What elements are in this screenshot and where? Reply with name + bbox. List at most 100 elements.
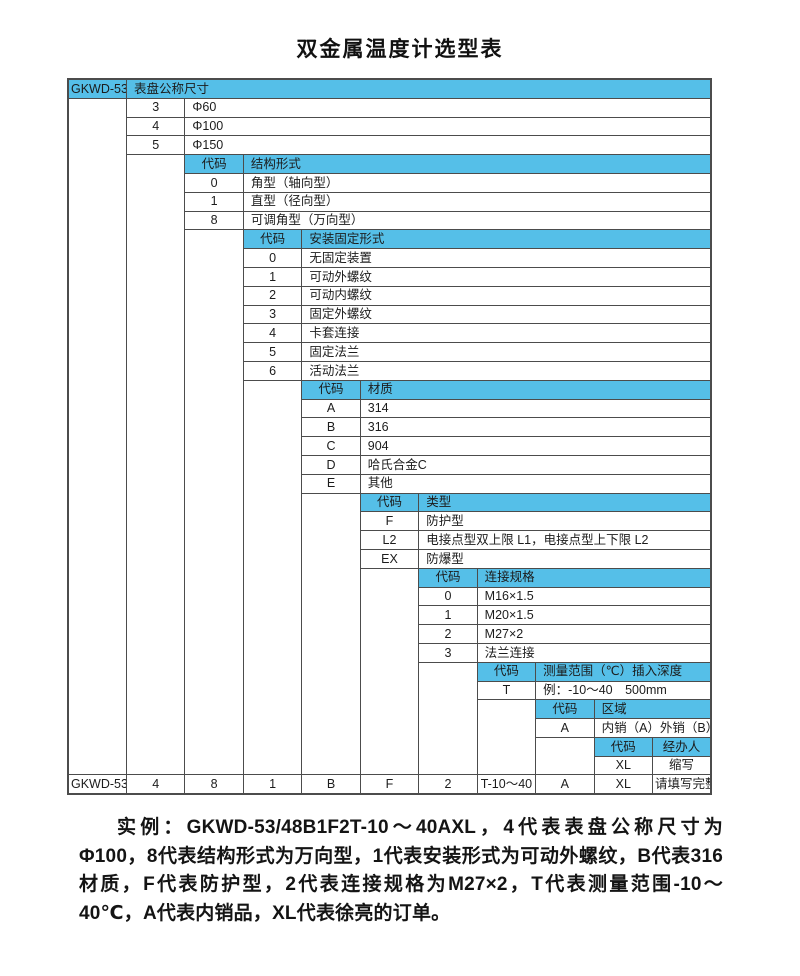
option-row: 4 Φ100 bbox=[68, 116, 712, 137]
code-cell: 3 bbox=[418, 642, 478, 663]
code-cell: 5 bbox=[242, 342, 303, 362]
example-cell: 1 bbox=[242, 774, 303, 795]
code-cell: 1 bbox=[242, 266, 303, 287]
model-code-cell: GKWD-53 bbox=[67, 78, 127, 99]
value-cell: 可动内螺纹 bbox=[301, 285, 712, 306]
option-row: 1 可动外螺纹 bbox=[68, 266, 712, 287]
code-header-cell: 代码 bbox=[242, 229, 303, 250]
section-header-row: 代码 经办人 bbox=[68, 736, 712, 776]
option-row: 1 直型（径向型） bbox=[68, 191, 712, 212]
value-cell: 固定法兰 bbox=[301, 342, 712, 362]
code-cell: 3 bbox=[242, 304, 303, 325]
value-cell: 其他 bbox=[359, 473, 712, 494]
example-cell: 8 bbox=[184, 774, 244, 795]
example-cell: 4 bbox=[125, 774, 186, 795]
label-header-cell: 安装固定形式 bbox=[301, 229, 712, 250]
page-title: 双金属温度计选型表 bbox=[296, 38, 504, 61]
code-cell: 5 bbox=[125, 135, 186, 156]
code-cell: C bbox=[301, 436, 361, 456]
code-cell: 4 bbox=[242, 323, 303, 344]
code-cell: EX bbox=[359, 548, 420, 569]
example-cell: B bbox=[301, 774, 361, 795]
value-cell: 316 bbox=[359, 417, 712, 438]
value-cell: 固定外螺纹 bbox=[301, 304, 712, 325]
section-header-row: 代码 类型 bbox=[68, 492, 712, 776]
spacer-cell bbox=[242, 379, 303, 776]
spacer-cell bbox=[184, 229, 244, 776]
value-cell: Φ60 bbox=[184, 97, 712, 118]
spacer-cell bbox=[476, 699, 537, 776]
option-row: T 例：-10～40 500mm bbox=[68, 680, 712, 701]
code-cell: F bbox=[359, 511, 420, 532]
example-cell: F bbox=[359, 774, 420, 795]
spacer-cell bbox=[418, 661, 478, 776]
option-row: EX 防爆型 bbox=[68, 548, 712, 569]
selection-table: GKWD-53 表盘公称尺寸 3 Φ60 4 Φ100 5 Φ150 代码 结构形式 0 角型（轴向型… bbox=[67, 78, 712, 796]
code-header-cell: 代码 bbox=[535, 699, 595, 720]
example-cell: GKWD-53 bbox=[67, 774, 127, 795]
value-cell: 角型（轴向型） bbox=[242, 172, 712, 193]
code-cell: 0 bbox=[242, 248, 303, 268]
example-cell: XL bbox=[593, 774, 654, 795]
code-header-cell: 代码 bbox=[184, 154, 244, 174]
section-header-row: 代码 结构形式 bbox=[68, 154, 712, 776]
code-cell: L2 bbox=[359, 530, 420, 550]
value-cell: 卡套连接 bbox=[301, 323, 712, 344]
value-cell: 直型（径向型） bbox=[242, 191, 712, 212]
label-header-cell: 测量范围（℃）插入深度 bbox=[535, 661, 712, 682]
option-row: 5 Φ150 bbox=[68, 135, 712, 156]
value-cell: 哈氏合金C bbox=[359, 454, 712, 475]
label-header-cell: 区域 bbox=[593, 699, 712, 720]
value-cell: 活动法兰 bbox=[301, 360, 712, 381]
code-cell: A bbox=[535, 718, 595, 738]
example-cell: T-10～40 bbox=[476, 774, 537, 795]
option-row: 0 角型（轴向型） bbox=[68, 172, 712, 193]
code-header-cell: 代码 bbox=[418, 567, 478, 588]
value-cell: 电接点型双上限 L1，电接点型上下限 L2 bbox=[418, 530, 712, 550]
code-header-cell: 代码 bbox=[301, 379, 361, 400]
value-cell: M20×1.5 bbox=[476, 605, 712, 626]
option-row: 8 可调角型（万向型） bbox=[68, 210, 712, 231]
option-row: B 316 bbox=[68, 417, 712, 438]
section-header-row: 代码 区域 bbox=[68, 699, 712, 776]
code-cell: 3 bbox=[125, 97, 186, 118]
spacer-cell bbox=[67, 97, 127, 776]
value-cell: 法兰连接 bbox=[476, 642, 712, 663]
section-header-row: 代码 材质 bbox=[68, 379, 712, 776]
option-row: XL 缩写 bbox=[68, 755, 712, 776]
option-row: 5 固定法兰 bbox=[68, 342, 712, 362]
code-cell: 0 bbox=[418, 586, 478, 607]
value-cell: M16×1.5 bbox=[476, 586, 712, 607]
label-header-cell: 类型 bbox=[418, 492, 712, 513]
code-cell: E bbox=[301, 473, 361, 494]
code-cell: 6 bbox=[242, 360, 303, 381]
option-row: 3 法兰连接 bbox=[68, 642, 712, 663]
option-row: 2 M27×2 bbox=[68, 624, 712, 644]
value-cell: 无固定装置 bbox=[301, 248, 712, 268]
value-cell: 内销（A）外销（B） bbox=[593, 718, 712, 738]
example-note: 实例：GKWD-53/48B1F2T-10～40AXL，4代表表盘公称尺寸为Φ1… bbox=[79, 817, 723, 924]
code-cell: D bbox=[301, 454, 361, 475]
spacer-cell bbox=[359, 567, 420, 776]
value-cell: 防护型 bbox=[418, 511, 712, 532]
code-cell: B bbox=[301, 417, 361, 438]
section-header-row: GKWD-53 表盘公称尺寸 bbox=[67, 78, 712, 99]
code-cell: A bbox=[301, 398, 361, 419]
label-header-cell: 表盘公称尺寸 bbox=[125, 78, 712, 99]
value-cell: 314 bbox=[359, 398, 712, 419]
code-header-cell: 代码 bbox=[359, 492, 420, 513]
value-cell: 可动外螺纹 bbox=[301, 266, 712, 287]
option-row: C 904 bbox=[68, 436, 712, 456]
selection-table-body: GKWD-53 表盘公称尺寸 3 Φ60 4 Φ100 5 Φ150 代码 结构形式 0 角型（轴向型… bbox=[67, 78, 712, 795]
spacer-cell bbox=[301, 492, 361, 776]
code-cell: 2 bbox=[242, 285, 303, 306]
code-cell: 0 bbox=[184, 172, 244, 193]
code-cell: T bbox=[476, 680, 537, 701]
value-cell: Φ100 bbox=[184, 116, 712, 137]
value-cell: 可调角型（万向型） bbox=[242, 210, 712, 231]
code-cell: 4 bbox=[125, 116, 186, 137]
value-cell: 缩写 bbox=[652, 755, 712, 776]
example-cell: 2 bbox=[418, 774, 478, 795]
code-cell: 8 bbox=[184, 210, 244, 231]
